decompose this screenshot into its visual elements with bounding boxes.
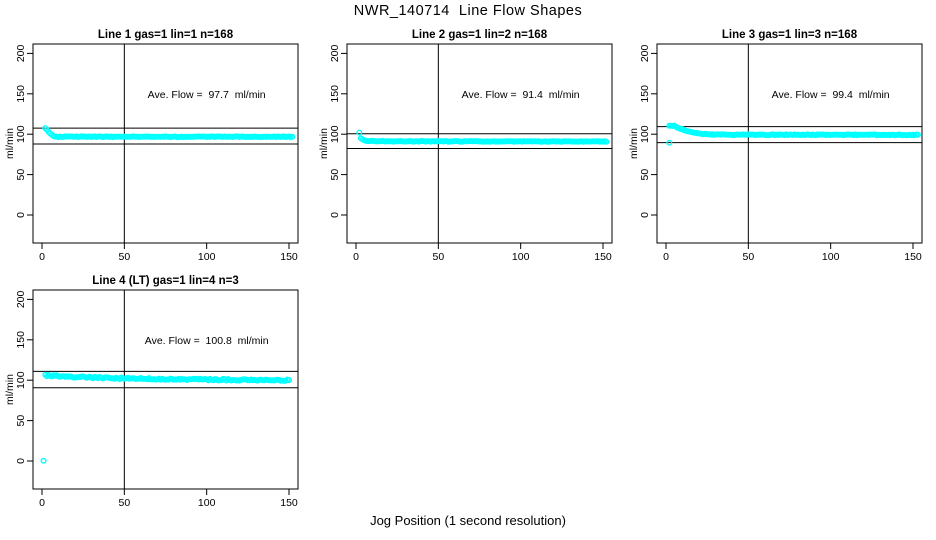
y-tick-label: 200 (329, 44, 341, 62)
x-tick-label: 150 (280, 497, 298, 509)
ave-flow-annotation: Ave. Flow = 100.8 ml/min (145, 335, 269, 347)
plot-box (32, 43, 299, 244)
y-tick-label: 100 (329, 125, 341, 143)
y-tick-label: 0 (329, 212, 341, 218)
y-tick-label: 50 (15, 169, 27, 181)
x-axis-label: Jog Position (1 second resolution) (370, 513, 566, 528)
x-tick-label: 50 (432, 251, 444, 263)
y-tick-label: 200 (15, 290, 27, 308)
x-tick-label: 50 (118, 497, 130, 509)
x-tick-label: 100 (512, 251, 530, 263)
data-point (286, 377, 293, 384)
x-tick-label: 100 (822, 251, 840, 263)
x-tick-label: 0 (39, 497, 45, 509)
plot-box (32, 289, 299, 490)
plot-box (656, 43, 923, 244)
y-tick-label: 200 (639, 44, 651, 62)
panel-line-1: Line 1 gas=1 lin=1 n=168 0 50 100 150 0 50 100 1… (4, 29, 299, 263)
data-points (40, 371, 293, 464)
ave-flow-annotation: Ave. Flow = 99.4 ml/min (772, 89, 890, 101)
x-tick-label: 150 (594, 251, 612, 263)
x-tick-label: 150 (904, 251, 922, 263)
y-axis-unit-label: ml/min (4, 374, 16, 405)
data-point (356, 129, 363, 136)
y-tick-label: 150 (15, 331, 27, 349)
data-points (666, 122, 921, 146)
y-tick-label: 150 (639, 85, 651, 103)
y-tick-label: 50 (15, 415, 27, 427)
panel-line-3: Line 3 gas=1 lin=3 n=168 0 50 100 150 0 50 100 1… (628, 29, 923, 263)
x-tick-label: 50 (118, 251, 130, 263)
y-tick-label: 150 (329, 85, 341, 103)
y-tick-label: 100 (15, 125, 27, 143)
x-tick-label: 50 (742, 251, 754, 263)
y-tick-label: 50 (329, 169, 341, 181)
y-axis-unit-label: ml/min (628, 128, 640, 159)
panel-line-2: Line 2 gas=1 lin=2 n=168 0 50 100 150 0 50 100 1… (318, 29, 613, 263)
y-tick-label: 150 (15, 85, 27, 103)
ave-flow-annotation: Ave. Flow = 91.4 ml/min (462, 89, 580, 101)
y-tick-label: 0 (15, 212, 27, 218)
y-axis-unit-label: ml/min (318, 128, 330, 159)
figure-title: NWR_140714 Line Flow Shapes (353, 3, 583, 19)
panel-title: Line 2 gas=1 lin=2 n=168 (412, 29, 548, 41)
panel-title: Line 3 gas=1 lin=3 n=168 (722, 29, 858, 41)
y-tick-label: 100 (639, 125, 651, 143)
data-point (40, 457, 47, 464)
ave-flow-annotation: Ave. Flow = 97.7 ml/min (148, 89, 266, 101)
panel-line-4: Line 4 (LT) gas=1 lin=4 n=3 0 50 100 150 0 50 1… (4, 275, 299, 509)
x-tick-label: 0 (663, 251, 669, 263)
data-point (666, 139, 673, 146)
x-tick-label: 100 (198, 251, 216, 263)
x-tick-label: 0 (39, 251, 45, 263)
x-tick-label: 0 (353, 251, 359, 263)
y-tick-label: 0 (15, 458, 27, 464)
y-tick-label: 200 (15, 44, 27, 62)
y-axis-unit-label: ml/min (4, 128, 16, 159)
x-tick-label: 150 (280, 251, 298, 263)
x-tick-label: 100 (198, 497, 216, 509)
data-point (914, 131, 921, 138)
y-tick-label: 0 (639, 212, 651, 218)
data-point (289, 133, 296, 140)
y-tick-label: 100 (15, 371, 27, 389)
data-points (356, 129, 610, 145)
plot-box (346, 43, 613, 244)
data-point (603, 138, 610, 145)
data-points (42, 125, 296, 141)
panel-title: Line 1 gas=1 lin=1 n=168 (98, 29, 234, 41)
y-tick-label: 50 (639, 169, 651, 181)
panel-title: Line 4 (LT) gas=1 lin=4 n=3 (92, 275, 238, 287)
